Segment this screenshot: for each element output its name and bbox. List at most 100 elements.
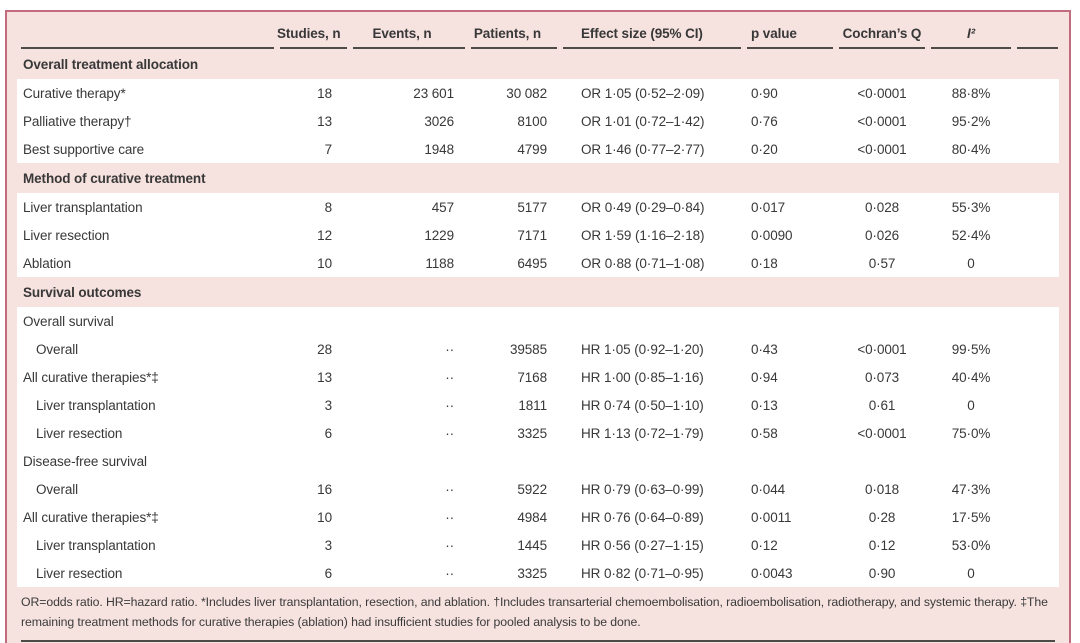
p-value-cell: 0·20: [751, 141, 778, 157]
section-row: Method of curative treatment: [17, 163, 1059, 193]
cochrans-q-cell: <0·0001: [857, 341, 907, 357]
studies-cell: 7: [324, 141, 333, 157]
spacer-cell: [1014, 221, 1059, 249]
table-row: Liver resection 12 1229 7171 OR 1·59 (1·16–2…: [17, 221, 1059, 249]
events-cell: ··: [445, 369, 454, 385]
cochrans-q-cell: 0·018: [864, 481, 900, 497]
studies-cell: 6: [324, 565, 333, 581]
section-label: Overall treatment allocation: [23, 56, 199, 72]
effect-size-cell: HR 0·79 (0·63–0·99): [581, 481, 704, 497]
i-squared-cell: 0: [967, 397, 975, 413]
i-squared-cell: 80·4%: [951, 141, 991, 157]
table-row: All curative therapies*‡ 10 ·· 4984 HR 0·76 …: [17, 503, 1059, 531]
p-value-cell: 0·0043: [751, 565, 793, 581]
row-label-cell: Palliative therapy†: [23, 113, 132, 129]
spacer-cell: [1014, 193, 1059, 221]
effect-size-cell: OR 1·01 (0·72–1·42): [581, 113, 705, 129]
col-header-rowlabel: [17, 12, 277, 49]
col-header-spacer: [1014, 12, 1059, 49]
cochrans-q-cell: <0·0001: [857, 85, 907, 101]
effect-size-cell: OR 0·88 (0·71–1·08): [581, 255, 705, 271]
cochrans-q-cell: <0·0001: [857, 141, 907, 157]
cochrans-q-cell: 0·90: [868, 565, 896, 581]
cochrans-q-cell: 0·61: [868, 397, 896, 413]
table-body: Overall treatment allocation Curative the…: [17, 49, 1059, 587]
effect-size-cell: OR 0·49 (0·29–0·84): [581, 199, 705, 215]
table-row: Liver transplantation 3 ·· 1445 HR 0·56 (0·2…: [17, 531, 1059, 559]
spacer-cell: [1014, 335, 1059, 363]
events-cell: 1948: [424, 141, 454, 157]
section-label: Method of curative treatment: [23, 170, 206, 186]
spacer-cell: [1014, 531, 1059, 559]
col-header-events: Events, n: [350, 12, 468, 49]
effect-size-cell: [560, 447, 744, 475]
studies-cell: 28: [317, 341, 332, 357]
i-squared-cell: 95·2%: [951, 113, 991, 129]
spacer-cell: [1014, 107, 1059, 135]
effect-size-cell: HR 0·76 (0·64–0·89): [581, 509, 704, 525]
row-label-cell: Liver resection: [36, 565, 123, 581]
p-value-cell: 0·13: [751, 397, 778, 413]
i-squared-cell: 52·4%: [951, 227, 991, 243]
spacer-cell: [1014, 135, 1059, 163]
table-row: Liver transplantation 3 ·· 1811 HR 0·74 (0·5…: [17, 391, 1059, 419]
effect-size-cell: OR 1·05 (0·52–2·09): [581, 85, 705, 101]
p-value-cell: 0·0011: [751, 509, 792, 525]
studies-cell: 3: [324, 537, 333, 553]
events-cell: ··: [445, 565, 454, 581]
table-row: Overall survival: [17, 307, 1059, 335]
spacer-cell: [1014, 447, 1059, 475]
cochrans-q-cell: 0·28: [868, 509, 896, 525]
patients-cell: 7168: [517, 369, 547, 385]
meta-analysis-table: Studies, n Events, n Patients, n Effect …: [17, 12, 1059, 587]
effect-size-cell: HR 0·82 (0·71–0·95): [581, 565, 704, 581]
patients-cell: 8100: [517, 113, 547, 129]
p-value-cell: 0·94: [751, 369, 778, 385]
i-squared-cell: 88·8%: [951, 85, 991, 101]
effect-size-cell: OR 1·59 (1·16–2·18): [581, 227, 705, 243]
spacer-cell: [1014, 391, 1059, 419]
effect-size-cell: HR 0·74 (0·50–1·10): [581, 397, 704, 413]
section-row: Survival outcomes: [17, 277, 1059, 307]
patients-cell: 3325: [517, 425, 547, 441]
studies-cell: 16: [317, 481, 332, 497]
effect-size-cell: HR 0·56 (0·27–1·15): [581, 537, 704, 553]
patients-cell: 30 082: [506, 85, 547, 101]
i-squared-cell: 17·5%: [951, 509, 991, 525]
p-value-cell: 0·044: [751, 481, 786, 497]
i-squared-cell: 99·5%: [951, 341, 991, 357]
col-header-i-squared: I²: [928, 12, 1014, 49]
p-value-cell: 0·18: [751, 255, 778, 271]
col-header-patients: Patients, n: [468, 12, 560, 49]
row-label-cell: Overall survival: [23, 313, 114, 329]
table-row: Palliative therapy† 13 3026 8100 OR 1·01 (0·…: [17, 107, 1059, 135]
p-value-cell: 0·58: [751, 425, 778, 441]
events-cell: ··: [445, 509, 454, 525]
cochrans-q-cell: 0·57: [868, 255, 896, 271]
table-footnote: OR=odds ratio. HR=hazard ratio. *Include…: [21, 595, 1048, 629]
row-label-cell: Liver resection: [23, 227, 110, 243]
patients-cell: 4799: [517, 141, 547, 157]
studies-cell: 18: [317, 85, 332, 101]
spacer-cell: [1014, 363, 1059, 391]
events-cell: 1188: [425, 255, 454, 271]
i-squared-cell: 0: [967, 255, 975, 271]
studies-cell: 3: [324, 397, 333, 413]
effect-size-cell: HR 1·00 (0·85–1·16): [581, 369, 704, 385]
table-row: Ablation 10 1188 6495 OR 0·88 (0·71–1·08) 0·1…: [17, 249, 1059, 277]
studies-cell: 8: [324, 199, 333, 215]
studies-cell: 6: [324, 425, 333, 441]
cochrans-q-cell: 0·073: [864, 369, 900, 385]
col-header-p-value: p value: [744, 12, 836, 49]
spacer-cell: [1014, 419, 1059, 447]
spacer-cell: [1014, 249, 1059, 277]
events-cell: ··: [445, 481, 454, 497]
events-cell: 1229: [424, 227, 454, 243]
row-label-cell: Liver resection: [36, 425, 123, 441]
patients-cell: 39585: [509, 341, 547, 357]
row-label-cell: Best supportive care: [23, 141, 145, 157]
studies-cell: 13: [317, 113, 332, 129]
row-label-cell: Overall: [36, 341, 79, 357]
effect-size-cell: [560, 307, 744, 335]
events-cell: 23 601: [413, 85, 454, 101]
